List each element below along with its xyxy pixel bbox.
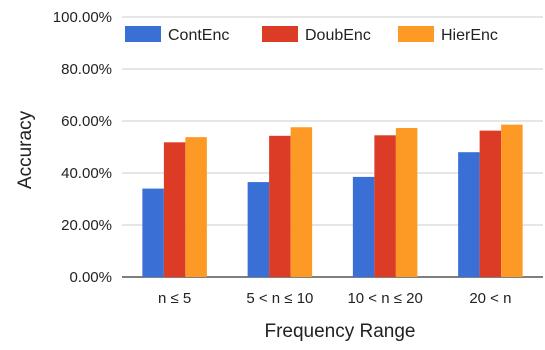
y-tick-label: 100.00%: [53, 9, 112, 26]
bar-hierenc-0: [185, 137, 207, 277]
y-axis-title: Accuracy: [15, 110, 36, 189]
bar-hierenc-3: [501, 124, 523, 277]
bar-doubenc-3: [479, 130, 502, 277]
bar-doubenc-0: [163, 142, 186, 277]
x-axis-ticks: n ≤ 5 5 < n ≤ 10 10 < n ≤ 20 20 < n: [158, 290, 511, 307]
y-tick-label: 80.00%: [61, 61, 112, 78]
bar-contenc-0: [142, 188, 164, 277]
bar-hierenc-2: [395, 128, 418, 277]
x-tick-label: n ≤ 5: [158, 290, 191, 307]
legend-swatch-contenc: [125, 26, 161, 42]
bar-doubenc-1: [269, 135, 291, 277]
x-tick-label: 5 < n ≤ 10: [246, 290, 313, 307]
y-tick-label: 40.00%: [61, 165, 112, 182]
x-tick-label: 10 < n ≤ 20: [347, 290, 422, 307]
x-axis-title: Frequency Range: [264, 321, 415, 342]
legend-label-doubenc: DoubEnc: [305, 27, 371, 44]
bar-hierenc-1: [290, 127, 313, 278]
legend-swatch-doubenc: [262, 26, 298, 42]
y-tick-label: 0.00%: [69, 269, 112, 286]
bar-contenc-2: [352, 176, 375, 277]
legend-label-contenc: ContEnc: [168, 27, 229, 44]
y-tick-label: 20.00%: [61, 217, 112, 234]
y-tick-label: 60.00%: [61, 113, 112, 130]
legend: ContEnc DoubEnc HierEnc: [125, 26, 498, 44]
y-axis-ticks: 0.00% 20.00% 40.00% 60.00% 80.00% 100.00%: [53, 9, 112, 286]
legend-label-hierenc: HierEnc: [441, 27, 498, 44]
bar-doubenc-2: [374, 135, 396, 277]
legend-swatch-hierenc: [398, 26, 434, 42]
x-tick-label: 20 < n: [469, 290, 511, 307]
bar-contenc-1: [247, 182, 270, 277]
bars: [142, 124, 523, 278]
bar-contenc-3: [458, 152, 480, 277]
